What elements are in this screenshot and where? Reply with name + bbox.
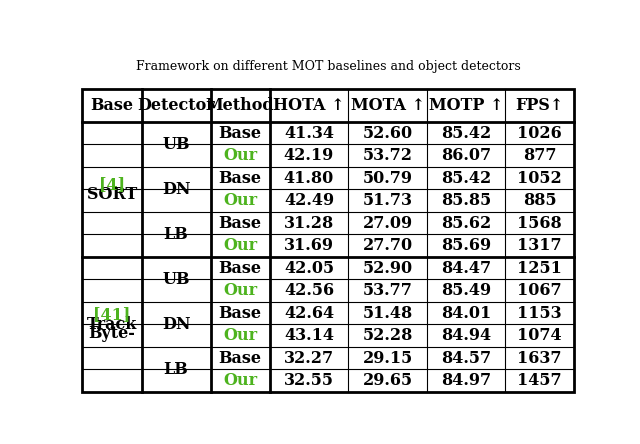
Text: 1052: 1052 xyxy=(517,170,562,186)
Text: [41]: [41] xyxy=(93,306,131,323)
Text: Base: Base xyxy=(90,97,134,114)
Text: 1251: 1251 xyxy=(517,260,562,277)
Text: 85.42: 85.42 xyxy=(441,170,492,186)
Text: 85.85: 85.85 xyxy=(441,192,492,209)
Text: 52.28: 52.28 xyxy=(362,327,413,344)
Text: 53.77: 53.77 xyxy=(363,282,413,299)
Text: 885: 885 xyxy=(523,192,556,209)
Text: 86.07: 86.07 xyxy=(441,147,492,164)
Text: 32.55: 32.55 xyxy=(284,372,334,389)
Text: 31.28: 31.28 xyxy=(284,214,334,232)
Bar xyxy=(83,89,573,392)
Text: Base: Base xyxy=(219,349,262,366)
Text: 1074: 1074 xyxy=(517,327,562,344)
Text: 877: 877 xyxy=(523,147,556,164)
Text: MOTA ↑: MOTA ↑ xyxy=(351,97,424,114)
Text: Base: Base xyxy=(219,170,262,186)
Text: 42.64: 42.64 xyxy=(284,305,334,321)
Text: 1067: 1067 xyxy=(517,282,562,299)
Text: 84.94: 84.94 xyxy=(441,327,492,344)
Text: 84.97: 84.97 xyxy=(441,372,492,389)
Text: 51.48: 51.48 xyxy=(362,305,413,321)
Text: Base: Base xyxy=(219,260,262,277)
Text: 1317: 1317 xyxy=(517,237,562,254)
Text: 41.34: 41.34 xyxy=(284,125,334,142)
Text: Our: Our xyxy=(223,147,257,164)
Text: Track: Track xyxy=(87,316,137,333)
Text: 85.49: 85.49 xyxy=(441,282,492,299)
Text: 1637: 1637 xyxy=(517,349,562,366)
Text: Detector: Detector xyxy=(137,97,215,114)
Text: LB: LB xyxy=(164,226,188,243)
Text: 41.80: 41.80 xyxy=(284,170,334,186)
Text: Byte-: Byte- xyxy=(88,325,136,342)
Text: 50.79: 50.79 xyxy=(363,170,413,186)
Text: Method: Method xyxy=(206,97,275,114)
Text: 1026: 1026 xyxy=(517,125,562,142)
Text: Our: Our xyxy=(223,327,257,344)
Text: 42.49: 42.49 xyxy=(284,192,334,209)
Text: SORT: SORT xyxy=(87,186,137,202)
Text: 51.73: 51.73 xyxy=(363,192,413,209)
Text: 27.70: 27.70 xyxy=(362,237,413,254)
Text: 42.05: 42.05 xyxy=(284,260,334,277)
Text: 29.65: 29.65 xyxy=(362,372,413,389)
Text: 27.09: 27.09 xyxy=(362,214,413,232)
Text: UB: UB xyxy=(163,271,190,288)
Text: 1153: 1153 xyxy=(517,305,562,321)
Text: 52.60: 52.60 xyxy=(362,125,413,142)
Text: Base: Base xyxy=(219,214,262,232)
Text: LB: LB xyxy=(164,361,188,378)
Text: 1457: 1457 xyxy=(517,372,562,389)
Text: Our: Our xyxy=(223,192,257,209)
Text: Framework on different MOT baselines and object detectors: Framework on different MOT baselines and… xyxy=(136,60,520,73)
Text: Base: Base xyxy=(219,305,262,321)
Text: DN: DN xyxy=(162,181,190,198)
Text: 31.69: 31.69 xyxy=(284,237,334,254)
Text: 84.47: 84.47 xyxy=(441,260,492,277)
Text: Our: Our xyxy=(223,372,257,389)
Text: 42.19: 42.19 xyxy=(284,147,334,164)
Text: 42.56: 42.56 xyxy=(284,282,334,299)
Text: UB: UB xyxy=(163,136,190,153)
Text: 85.62: 85.62 xyxy=(441,214,492,232)
Text: 29.15: 29.15 xyxy=(362,349,413,366)
Text: 84.01: 84.01 xyxy=(441,305,492,321)
Text: FPS↑: FPS↑ xyxy=(515,97,564,114)
Text: Base: Base xyxy=(219,125,262,142)
Text: 1568: 1568 xyxy=(517,214,562,232)
Text: 32.27: 32.27 xyxy=(284,349,334,366)
Text: 52.90: 52.90 xyxy=(362,260,413,277)
Text: 53.72: 53.72 xyxy=(363,147,413,164)
Text: Our: Our xyxy=(223,282,257,299)
Text: 85.69: 85.69 xyxy=(441,237,492,254)
Text: DN: DN xyxy=(162,316,190,333)
Text: 85.42: 85.42 xyxy=(441,125,492,142)
Text: [4]: [4] xyxy=(99,176,125,193)
Text: Our: Our xyxy=(223,237,257,254)
Text: 84.57: 84.57 xyxy=(441,349,492,366)
Text: 43.14: 43.14 xyxy=(284,327,334,344)
Text: MOTP ↑: MOTP ↑ xyxy=(429,97,503,114)
Text: HOTA ↑: HOTA ↑ xyxy=(273,97,345,114)
